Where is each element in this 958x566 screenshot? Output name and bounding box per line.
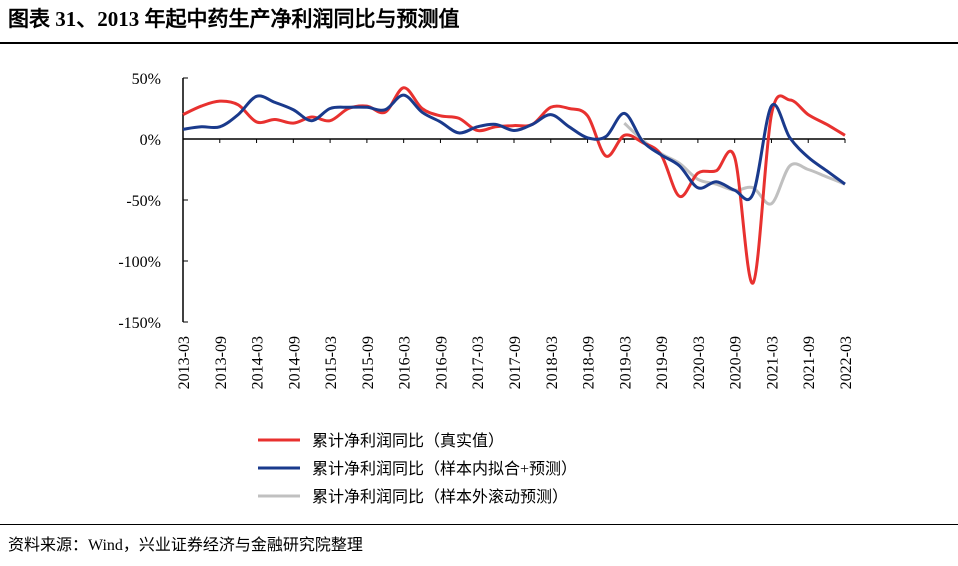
x-tick-label: 2016-09 — [433, 336, 450, 389]
source: 资料来源：Wind，兴业证券经济与金融研究院整理 — [8, 536, 363, 554]
x-tick-label: 2019-09 — [654, 336, 671, 389]
x-tick-label: 2018-03 — [544, 336, 561, 389]
x-tick-label: 2021-09 — [801, 336, 818, 389]
x-tick-label: 2017-03 — [470, 336, 487, 389]
legend-label: 累计净利润同比（真实值） — [312, 432, 504, 450]
x-tick-label: 2013-03 — [176, 336, 193, 389]
y-tick-label: 0% — [140, 132, 161, 149]
x-tick-label: 2021-03 — [764, 336, 781, 389]
x-tick-label: 2022-03 — [838, 336, 855, 389]
legend-label: 累计净利润同比（样本外滚动预测） — [312, 488, 568, 506]
x-tick-label: 2013-09 — [213, 336, 230, 389]
x-tick-label: 2017-09 — [507, 336, 524, 389]
x-tick-label: 2016-03 — [397, 336, 414, 389]
legend-label: 累计净利润同比（样本内拟合+预测） — [312, 460, 577, 478]
source-rule — [0, 524, 958, 525]
x-tick-label: 2018-09 — [581, 336, 598, 389]
x-tick-label: 2015-03 — [323, 336, 340, 389]
x-tick-label: 2020-09 — [728, 336, 745, 389]
series-line — [182, 86, 846, 285]
x-tick-label: 2019-03 — [617, 336, 634, 389]
title-rule — [0, 42, 958, 44]
y-tick-label: -150% — [118, 315, 161, 332]
y-tick-label: -100% — [118, 254, 161, 271]
x-tick-label: 2015-09 — [360, 336, 377, 389]
chart-title: 图表 31、2013 年起中药生产净利润同比与预测值 — [8, 7, 460, 31]
series-line — [182, 93, 846, 202]
x-tick-label: 2014-09 — [286, 336, 303, 389]
y-tick-label: 50% — [132, 71, 161, 88]
y-tick-label: -50% — [126, 193, 161, 210]
x-tick-label: 2014-03 — [250, 336, 267, 389]
x-tick-label: 2020-03 — [691, 336, 708, 389]
